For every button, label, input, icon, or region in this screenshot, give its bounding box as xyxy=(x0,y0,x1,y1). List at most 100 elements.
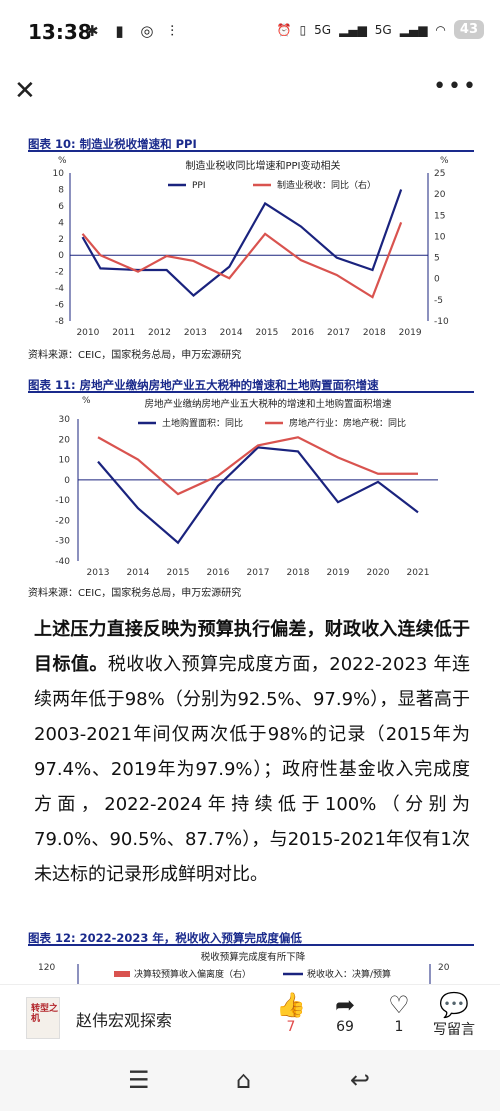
share-count: 69 xyxy=(336,1019,354,1035)
wifi-icon: ◠ xyxy=(435,22,446,37)
chart10-y2-tick: -10 xyxy=(434,317,449,327)
chart10-y2-tick: 0 xyxy=(434,275,440,285)
chart11-y-tick: 0 xyxy=(64,476,70,486)
like-button[interactable]: 👍 7 xyxy=(266,991,316,1035)
chart10-y2-tick: 10 xyxy=(434,232,446,242)
figure-12-chart: 税收预算完成度有所下降 120 20 决算较预算收入偏离度（右） 税收收入：决算… xyxy=(38,951,450,984)
system-nav-bar: ☰ ⌂ ↩ xyxy=(0,1050,500,1111)
chart12-right-tick: 20 xyxy=(438,963,450,973)
favorite-count: 1 xyxy=(394,1019,404,1035)
chart10-unit-right: % xyxy=(440,156,449,166)
chart11-title: 房地产业缴纳房地产业五大税种的增速和土地购置面积增速 xyxy=(144,398,392,410)
home-icon[interactable]: ⌂ xyxy=(236,1066,252,1094)
chart11-x-tick: 2015 xyxy=(167,568,190,578)
signal-icon-1: ▂▄▆ xyxy=(339,22,367,37)
chart10-x-tick: 2016 xyxy=(291,328,314,338)
paragraph-body: 税收收入预算完成度方面，2022-2023 年连续两年低于98%（分别为92.5… xyxy=(34,654,470,885)
figure-10-chart: 制造业税收同比增速和PPI变动相关 % % PPI 制造业税收：同比（右） -8… xyxy=(53,156,449,338)
chart11-x-tick: 2018 xyxy=(287,568,310,578)
comment-button[interactable]: 💬 写留言 xyxy=(422,991,486,1039)
menu-icon[interactable]: ☰ xyxy=(128,1066,150,1094)
book-cover-thumbnail[interactable]: 转型之机 xyxy=(26,997,60,1039)
legend12-label-2: 税收收入：决算/预算 xyxy=(307,968,391,980)
chart10-y2-tick: 25 xyxy=(434,169,445,179)
close-icon[interactable]: ✕ xyxy=(14,76,36,106)
share-button[interactable]: ➦ 69 xyxy=(320,991,370,1035)
status-time: 13:38 xyxy=(28,20,92,44)
chart10-x-tick: 2010 xyxy=(76,328,99,338)
chart11-series-2-line xyxy=(97,436,418,496)
chart11-unit-left: % xyxy=(82,396,91,406)
figure-12-title: 图表 12: 2022-2023 年，税收收入预算完成度偏低 xyxy=(28,931,302,945)
chart10-series-2-line xyxy=(81,221,403,299)
chart11-series-1-line xyxy=(97,446,419,545)
chart10-x-tick: 2015 xyxy=(255,328,278,338)
chart10-x-tick: 2011 xyxy=(112,328,135,338)
article-topbar: ✕ ••• xyxy=(0,66,500,116)
paragraph-bold-lead: 上述压力直接反映为预算执行偏差，财政收入连续低于目标值。 xyxy=(34,619,470,675)
heart-icon: ♡ xyxy=(388,991,410,1019)
chart10-y2-tick: -5 xyxy=(434,296,443,306)
chart10-y-tick: -4 xyxy=(55,284,64,294)
chart10-x-tick: 2014 xyxy=(220,328,243,338)
legend10-label-1: PPI xyxy=(192,181,206,191)
signal-icon-2: ▂▄▆ xyxy=(399,22,428,37)
bottom-action-bar: 转型之机 赵伟宏观探索 👍 7 ➦ 69 ♡ 1 💬 写留言 xyxy=(0,984,500,1051)
chart10-x-tick: 2017 xyxy=(327,328,350,338)
back-icon[interactable]: ↩ xyxy=(350,1066,371,1094)
chart11-x-tick: 2020 xyxy=(367,568,390,578)
chart11-y-tick: 20 xyxy=(59,435,71,445)
chart11-y-tick: 30 xyxy=(59,415,71,425)
chart10-y-tick: -6 xyxy=(55,301,64,311)
chart10-y2-tick: 15 xyxy=(434,211,445,221)
figure-10-rule xyxy=(28,150,474,152)
chart11-y-tick: -40 xyxy=(55,557,70,567)
book-cover-text: 转型之机 xyxy=(31,1004,59,1024)
chart10-y-tick: 4 xyxy=(58,218,64,228)
notification-icons: ✱ ▮ ◎ ⫶ xyxy=(86,22,180,40)
comment-label: 写留言 xyxy=(433,1022,475,1038)
favorite-button[interactable]: ♡ 1 xyxy=(374,991,424,1035)
figure-11-title: 图表 11: 房地产业缴纳房地产业五大税种的增速和土地购置面积增速 xyxy=(28,378,379,392)
legend12-label-1: 决算较预算收入偏离度（右） xyxy=(134,968,251,980)
chart11-x-tick: 2017 xyxy=(247,568,270,578)
chart10-unit-left: % xyxy=(58,156,67,166)
figure-10-title: 图表 10: 制造业税收增速和 PPI xyxy=(28,137,197,151)
chart10-y-tick: 0 xyxy=(58,251,64,261)
signal-label-2: 5G xyxy=(374,22,392,37)
chart11-y-tick: -20 xyxy=(55,516,70,526)
chart10-x-tick: 2018 xyxy=(363,328,386,338)
figure-12-rule xyxy=(28,944,474,946)
status-right: ⏰ ▯ 5G ▂▄▆ 5G ▂▄▆ ◠ 43 xyxy=(277,20,484,39)
chart11-x-tick: 2013 xyxy=(87,568,110,578)
chart10-y-tick: 8 xyxy=(58,185,64,195)
chart11-y-tick: 10 xyxy=(59,456,71,466)
article-paragraph: 上述压力直接反映为预算执行偏差，财政收入连续低于目标值。税收收入预算完成度方面，… xyxy=(34,612,470,892)
like-count: 7 xyxy=(286,1019,296,1035)
chart10-y2-tick: 20 xyxy=(434,190,446,200)
chart11-y-tick: -10 xyxy=(55,496,70,506)
more-icon[interactable]: ••• xyxy=(433,74,478,99)
share-icon: ➦ xyxy=(334,991,356,1019)
chart11-x-tick: 2014 xyxy=(127,568,150,578)
chart10-x-tick: 2012 xyxy=(148,328,171,338)
chart11-x-tick: 2021 xyxy=(407,568,430,578)
chart10-x-tick: 2013 xyxy=(184,328,207,338)
chart10-y-tick: 6 xyxy=(58,202,64,212)
legend10-label-2: 制造业税收：同比（右） xyxy=(277,179,376,191)
legend11-label-2: 房地产行业：房地产税：同比 xyxy=(289,417,406,429)
thumbs-up-icon: 👍 xyxy=(276,991,306,1019)
chart10-y-tick: -2 xyxy=(55,268,64,278)
chart12-left-tick: 120 xyxy=(38,963,55,973)
signal-label-1: 5G xyxy=(314,22,332,37)
legend11-label-1: 土地购置面积：同比 xyxy=(162,417,243,429)
chart11-x-tick: 2016 xyxy=(207,568,230,578)
chart12-title: 税收预算完成度有所下降 xyxy=(201,951,306,963)
chart11-y-tick: -30 xyxy=(55,537,70,547)
author-name[interactable]: 赵伟宏观探索 xyxy=(76,1011,173,1030)
chart10-y2-tick: 5 xyxy=(434,254,440,264)
comment-icon: 💬 xyxy=(439,991,469,1019)
figure-10-source: 资料来源：CEIC，国家税务总局，申万宏源研究 xyxy=(28,350,242,361)
vibrate-icon: ▯ xyxy=(299,22,307,37)
alarm-icon: ⏰ xyxy=(276,22,292,37)
